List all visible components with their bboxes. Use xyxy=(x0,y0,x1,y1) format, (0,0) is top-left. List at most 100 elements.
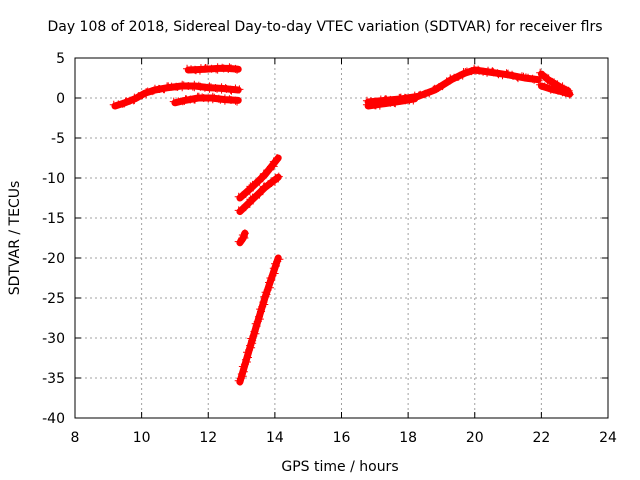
data-point xyxy=(470,64,479,73)
data-point xyxy=(233,65,242,74)
data-point xyxy=(453,73,462,82)
data-point xyxy=(549,85,558,94)
data-point xyxy=(454,72,463,81)
data-point xyxy=(438,82,447,91)
data-point xyxy=(193,92,202,101)
data-point xyxy=(178,80,187,89)
data-point xyxy=(434,83,443,92)
data-point xyxy=(255,189,264,198)
data-point xyxy=(180,97,189,105)
data-point xyxy=(254,312,263,321)
data-point xyxy=(243,353,252,362)
y-tick-label: 5 xyxy=(56,51,65,67)
data-point xyxy=(194,81,203,90)
grid xyxy=(75,58,608,418)
data-point xyxy=(206,83,215,92)
data-point xyxy=(231,96,240,105)
data-point xyxy=(198,93,207,102)
data-point xyxy=(226,64,235,73)
data-point xyxy=(504,69,513,78)
series-track-1 xyxy=(109,80,244,110)
data-point xyxy=(255,176,264,185)
data-point xyxy=(245,199,254,208)
data-point xyxy=(265,283,274,292)
data-point xyxy=(425,89,434,98)
data-point xyxy=(234,206,243,215)
data-point xyxy=(239,367,248,376)
data-point xyxy=(227,86,236,95)
series-track-3 xyxy=(183,63,242,75)
data-point xyxy=(235,85,244,94)
series-track-4 xyxy=(234,154,282,202)
data-point xyxy=(225,95,234,104)
data-point xyxy=(134,92,143,101)
x-tick-label: 18 xyxy=(399,430,417,446)
data-point xyxy=(274,172,283,181)
data-point xyxy=(275,255,284,264)
data-point xyxy=(267,179,276,187)
data-point xyxy=(239,232,248,241)
y-tick-label: -30 xyxy=(42,331,65,347)
data-point xyxy=(488,67,497,76)
data-point xyxy=(238,231,247,239)
x-tick-label: 14 xyxy=(266,430,284,446)
series-track-7 xyxy=(234,254,284,386)
series-track-11 xyxy=(536,80,574,99)
data-point xyxy=(565,90,574,99)
data-point xyxy=(231,64,240,73)
data-point xyxy=(489,68,498,77)
data-point xyxy=(475,66,484,75)
y-tick-label: 0 xyxy=(56,91,65,107)
data-point xyxy=(179,81,188,90)
data-point xyxy=(517,72,526,81)
data-point xyxy=(138,91,147,100)
y-tick-label: -15 xyxy=(42,211,65,227)
data-point xyxy=(430,85,439,94)
data-point xyxy=(446,75,455,84)
data-point xyxy=(190,80,199,89)
chart-title: Day 108 of 2018, Sidereal Day-to-day VTE… xyxy=(47,19,602,35)
data-point xyxy=(213,84,222,93)
data-point xyxy=(508,70,517,79)
data-point xyxy=(130,93,139,102)
data-point xyxy=(528,74,537,83)
data-point xyxy=(211,84,220,92)
series-track-6 xyxy=(234,229,249,247)
data-point xyxy=(503,70,512,79)
data-point xyxy=(248,180,257,189)
data-point xyxy=(242,201,251,210)
data-point xyxy=(450,73,459,82)
y-tick-label: -35 xyxy=(42,371,65,387)
x-tick-label: 24 xyxy=(599,430,617,446)
data-point xyxy=(231,84,240,93)
x-tick-label: 10 xyxy=(133,430,151,446)
x-axis-label: GPS time / hours xyxy=(281,459,398,475)
data-point xyxy=(245,186,254,195)
y-tick-label: -40 xyxy=(42,411,65,427)
data-point xyxy=(446,74,455,83)
data-point xyxy=(208,92,217,101)
data-point xyxy=(250,327,259,336)
data-point xyxy=(217,83,226,92)
data-point xyxy=(222,84,231,93)
data-point xyxy=(149,86,158,95)
data-point xyxy=(519,72,528,81)
data-layer xyxy=(109,63,574,386)
data-point xyxy=(188,82,197,91)
data-point xyxy=(264,180,273,189)
data-point xyxy=(233,97,242,106)
data-point xyxy=(199,94,208,102)
data-point xyxy=(219,64,228,73)
data-point xyxy=(556,86,565,95)
data-point xyxy=(218,63,227,72)
data-point xyxy=(560,87,569,96)
data-point xyxy=(210,93,219,102)
data-point xyxy=(547,84,556,92)
data-point xyxy=(545,76,554,85)
data-point xyxy=(238,204,247,213)
data-point xyxy=(550,78,559,87)
data-point xyxy=(270,269,279,278)
data-point xyxy=(494,70,503,79)
data-point xyxy=(479,67,488,76)
